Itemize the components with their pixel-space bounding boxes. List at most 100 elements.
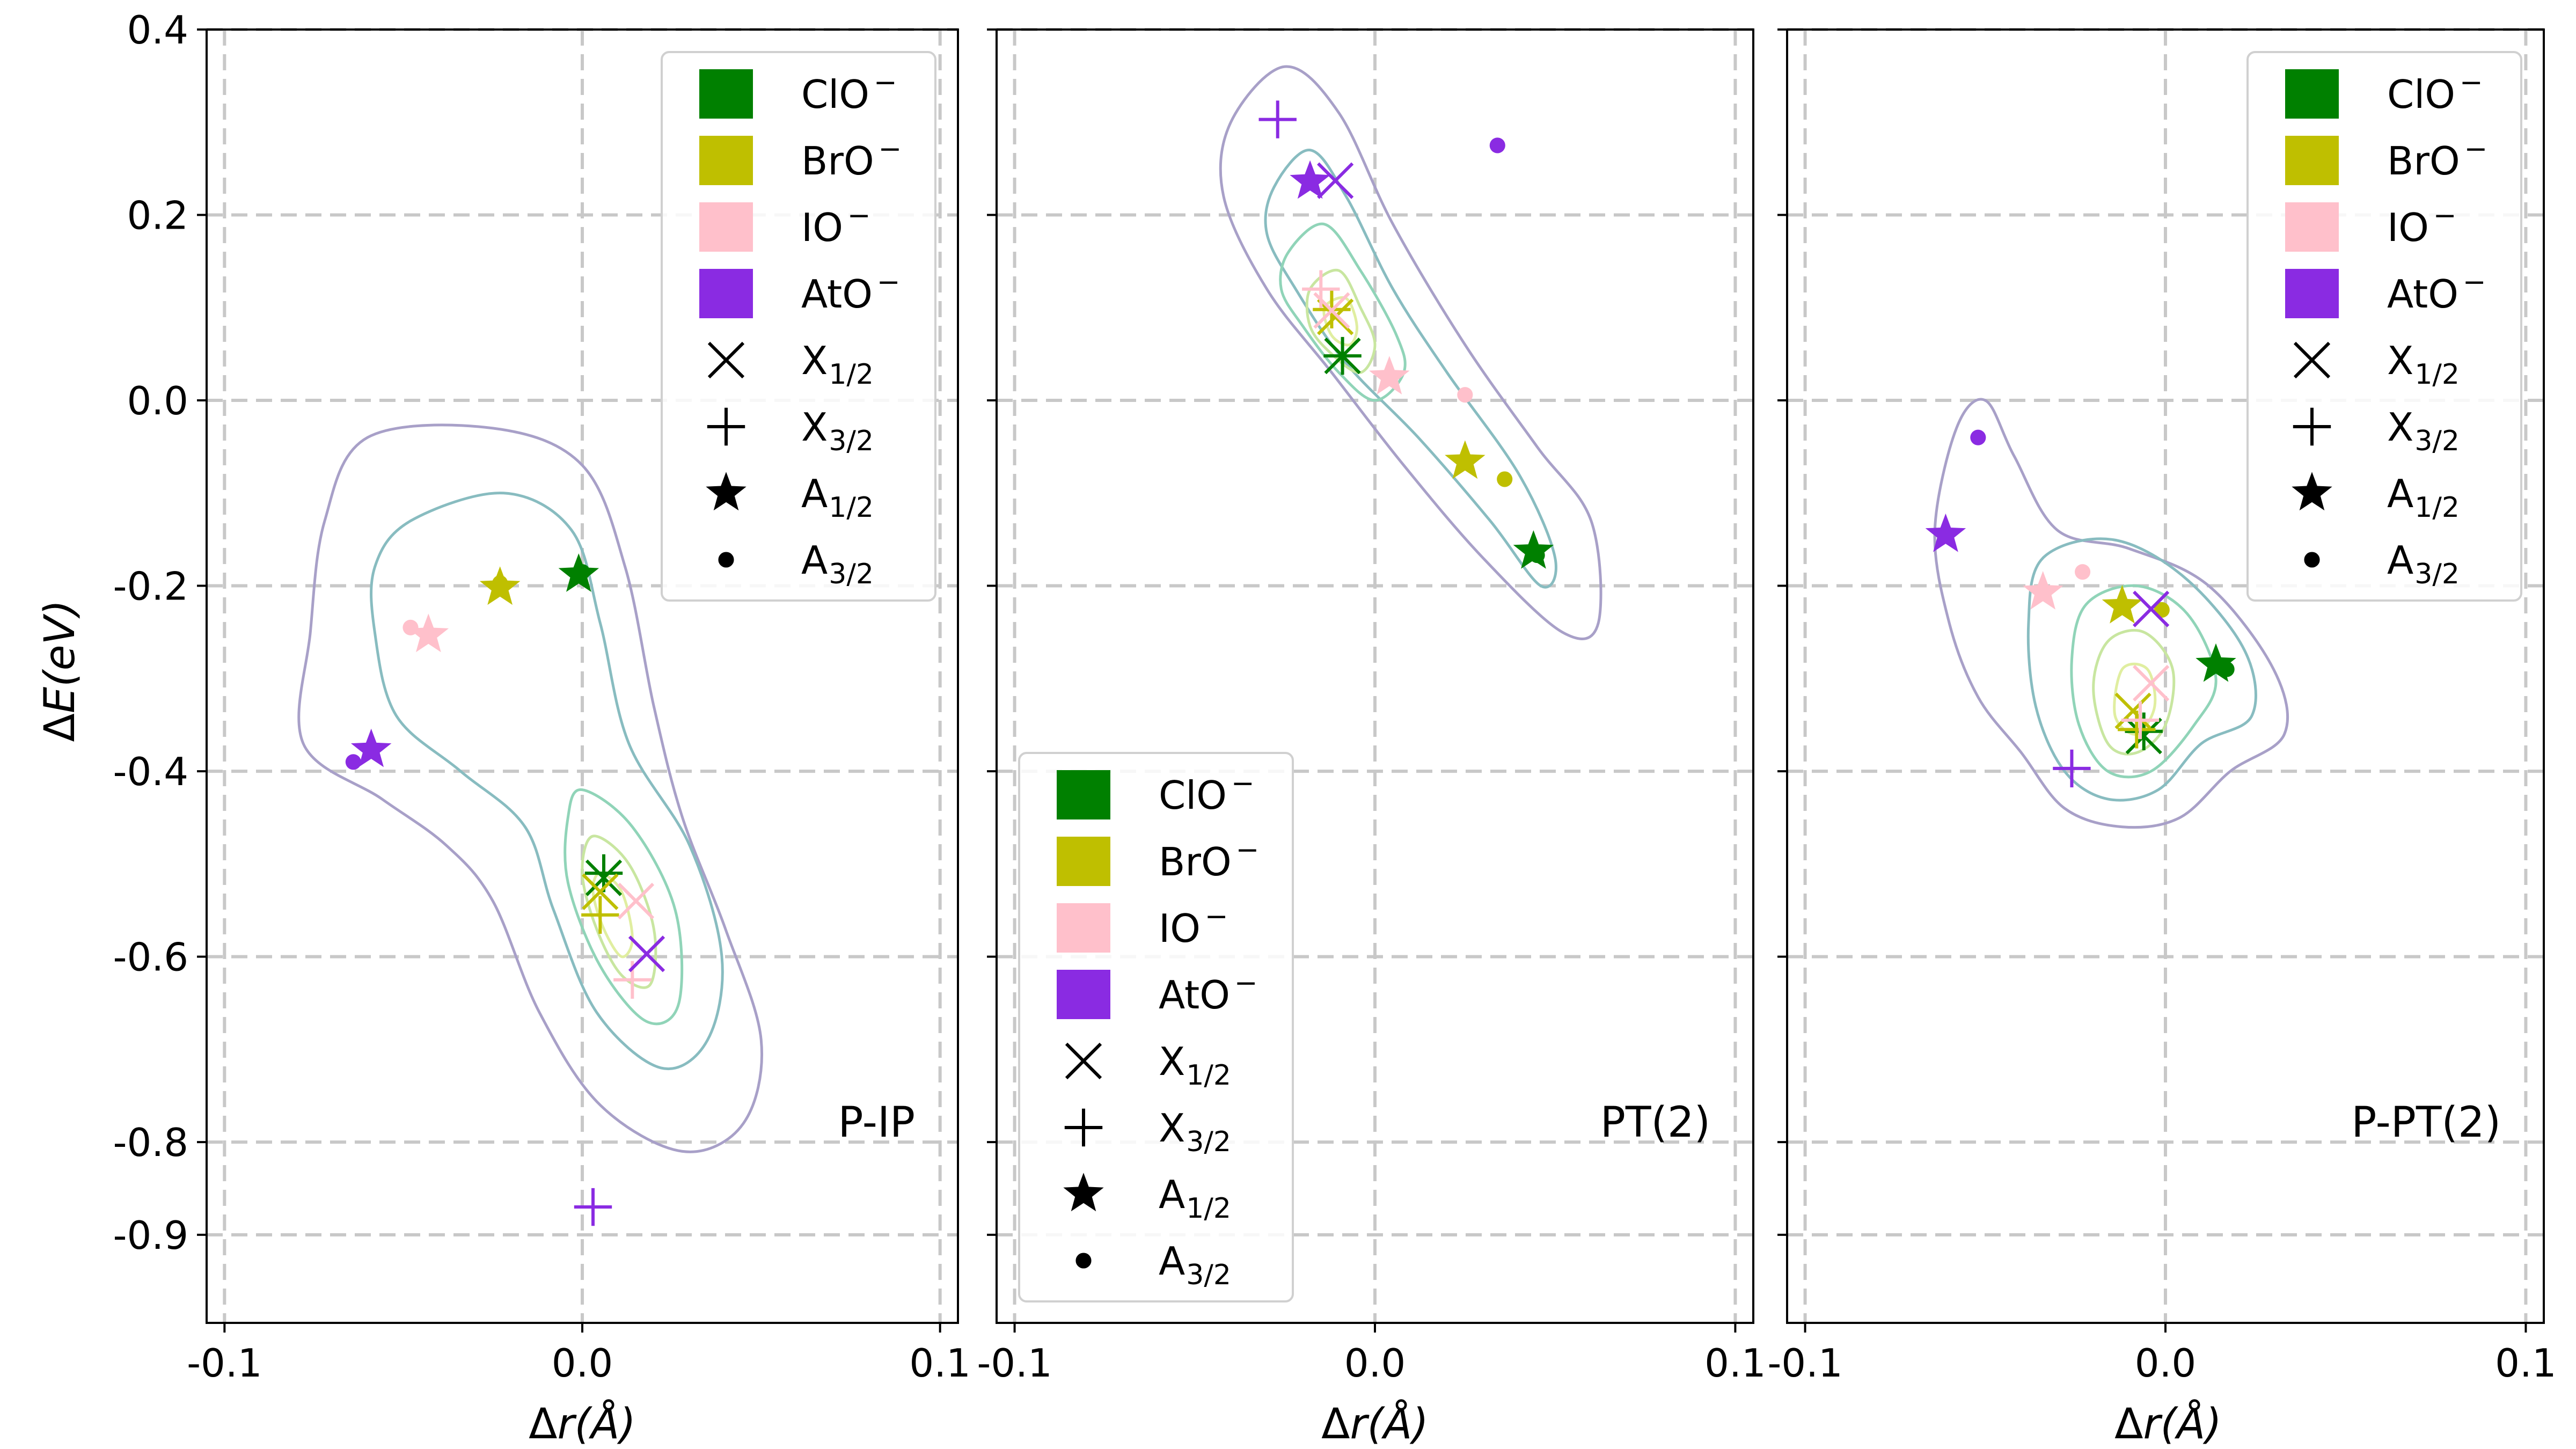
x-axis-label-p-ip: Δr(Å) — [529, 1399, 636, 1448]
point-clo-x3-2 — [1323, 336, 1362, 375]
panel-p-pt2: -0.1 0.0 0.1 P-PT(2) ClO − BrO − IO − AtO − X1/2 X3/2… — [1767, 28, 2557, 1386]
legend-swatch — [1057, 770, 1110, 819]
legend-item-ato: AtO − — [1057, 967, 1257, 1019]
contours-p-pt-2 — [1933, 398, 2289, 829]
legend-item-plus-3-2: X3/2 — [1064, 1106, 1231, 1158]
y-axis-label: ΔE(eV) — [36, 600, 84, 742]
y-tick-label: 0.2 — [127, 193, 188, 238]
legend-label: A3/2 — [2387, 538, 2460, 590]
points-pt-2 — [1258, 100, 1554, 569]
point-io-a1-2 — [1369, 356, 1410, 394]
legend-marker-dot — [2304, 552, 2320, 568]
legend-label: ClO − — [801, 67, 897, 117]
point-ato-a3-2 — [1489, 137, 1505, 153]
y-tick-label: -0.2 — [113, 564, 188, 609]
ticks-p-ip: -0.1 0.0 0.1 0.4 0.2 0.0 -0.2 -0.4 -0.6 -0.8 -0.9 — [113, 8, 971, 1386]
point-ato-x1-2 — [628, 935, 665, 972]
point-clo-a3-2 — [1529, 547, 1545, 564]
point-ato-a1-2 — [1925, 513, 1966, 552]
legend-p-pt-2: ClO − BrO − IO − AtO − X1/2 X3/2 A1/2 A3/2 — [2246, 51, 2522, 602]
legend-p-ip: ClO − BrO − IO − AtO − X1/2 X3/2 A1/2 A3/2 — [661, 51, 936, 602]
x-tick-label: -0.1 — [977, 1341, 1052, 1386]
point-bro-a1-2 — [2102, 584, 2143, 624]
legend-marker-plus — [707, 407, 745, 446]
panel-label-pt-2: PT(2) — [1600, 1099, 1710, 1147]
point-io-x1-2 — [2133, 664, 2170, 702]
point-bro-x3-2 — [581, 896, 619, 934]
legend-item-clo: ClO − — [1057, 767, 1255, 819]
legend-box — [661, 51, 936, 602]
legend-marker-star — [1063, 1173, 1104, 1212]
contour-level — [1219, 65, 1602, 640]
legend-marker-x — [1065, 1042, 1102, 1080]
contour-level — [1305, 268, 1377, 374]
contour-level — [2026, 537, 2257, 802]
legend-label: BrO − — [801, 133, 902, 184]
point-ato-a3-2 — [1970, 429, 1986, 445]
legend-label: A1/2 — [801, 471, 874, 524]
contour-level — [370, 492, 724, 1070]
ticks-pt-2: -0.1 0.0 0.1 — [977, 28, 1766, 1386]
point-bro-a3-2 — [1497, 471, 1513, 487]
legend-item-star-1-2: A1/2 — [1063, 1172, 1231, 1225]
point-io-x3-2 — [2121, 701, 2160, 740]
legend-box — [2246, 51, 2522, 602]
legend-label: AtO − — [801, 266, 900, 317]
x-tick-label: 0.0 — [1344, 1341, 1406, 1386]
point-bro-x1-2 — [1317, 298, 1354, 335]
point-io-x1-2 — [617, 882, 655, 920]
legend-swatch — [699, 69, 753, 119]
panel-pt2: -0.1 0.0 0.1 PT(2) ClO − BrO − IO − AtO − X1/2 X3/2 A1… — [977, 28, 1766, 1386]
contour-level — [564, 788, 684, 1026]
legend-swatch — [2285, 202, 2339, 252]
point-bro-a1-2 — [1445, 440, 1485, 479]
legend-item-x-1-2: X1/2 — [1065, 1039, 1231, 1092]
legend-pt-2: ClO − BrO − IO − AtO − X1/2 X3/2 A1/2 A3/2 — [1018, 752, 1294, 1302]
legend-label: IO − — [1159, 901, 1228, 951]
y-tick-label: -0.9 — [113, 1213, 188, 1258]
contour-level — [581, 835, 657, 989]
point-io-a1-2 — [2023, 571, 2063, 610]
legend-box — [1018, 752, 1294, 1302]
point-bro-x1-2 — [582, 873, 619, 910]
x-tick-label: 0.1 — [2495, 1341, 2557, 1386]
legend-item-ato: AtO − — [699, 266, 900, 318]
x-tick-label: 0.1 — [909, 1341, 971, 1386]
legend-item-x-1-2: X1/2 — [2293, 338, 2460, 391]
point-io-a3-2 — [1457, 387, 1473, 403]
legend-swatch — [2285, 136, 2339, 185]
points-p-ip — [345, 553, 665, 1226]
point-bro-a3-2 — [492, 575, 508, 591]
point-io-x3-2 — [1302, 270, 1340, 308]
legend-swatch — [699, 269, 753, 318]
x-tick-label: 0.1 — [1704, 1341, 1766, 1386]
point-clo-x3-2 — [2125, 712, 2163, 750]
point-io-a3-2 — [2075, 564, 2091, 580]
legend-label: A3/2 — [801, 538, 874, 590]
point-clo-a3-2 — [2219, 661, 2235, 677]
contours-p-ip — [297, 423, 763, 1153]
point-ato-a1-2 — [350, 728, 392, 767]
point-ato-x1-2 — [1317, 162, 1354, 199]
legend-item-dot-3-2: A3/2 — [718, 538, 874, 590]
point-ato-a3-2 — [345, 754, 361, 770]
legend-label: X1/2 — [801, 338, 874, 391]
y-tick-label: 0.4 — [127, 8, 188, 53]
legend-item-plus-3-2: X3/2 — [707, 405, 874, 457]
contour-level — [1933, 398, 2289, 829]
legend-label: IO − — [2387, 200, 2456, 250]
legend-item-star-1-2: A1/2 — [706, 471, 874, 524]
legend-label: A3/2 — [1159, 1239, 1231, 1291]
legend-item-clo: ClO − — [699, 67, 897, 119]
point-clo-a3-2 — [574, 564, 590, 580]
point-clo-a1-2 — [2196, 643, 2236, 682]
legend-item-clo: ClO − — [2285, 67, 2483, 119]
legend-item-io: IO − — [1057, 901, 1228, 953]
y-tick-label: -0.4 — [113, 749, 188, 794]
legend-label: X1/2 — [1159, 1039, 1231, 1092]
legend-item-io: IO − — [2285, 200, 2456, 252]
legend-swatch — [2285, 269, 2339, 318]
legend-swatch — [699, 136, 753, 185]
legend-label: ClO − — [1159, 767, 1255, 818]
